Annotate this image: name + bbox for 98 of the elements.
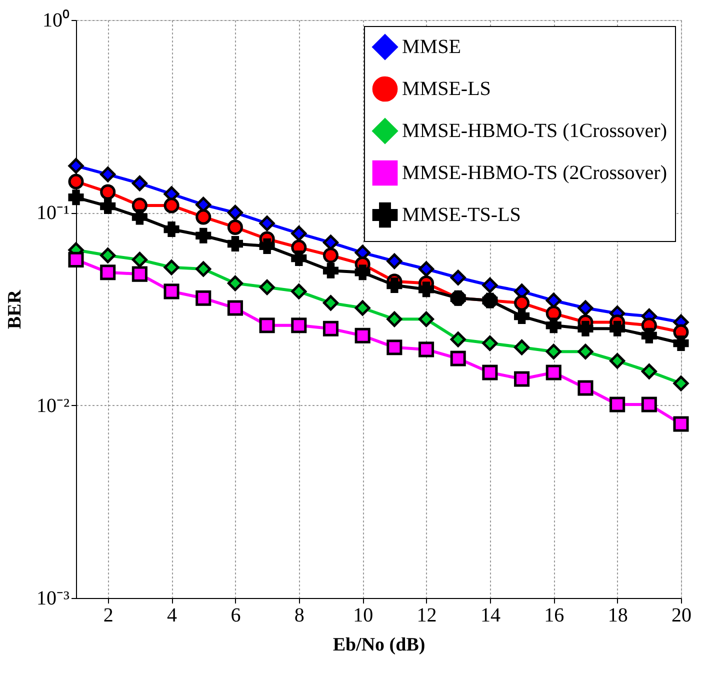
y-tick-label: 10⁻³ [36,588,70,610]
point [578,320,594,336]
legend-label: MMSE-TS-LS [402,204,521,226]
point [291,284,307,300]
point [322,248,339,264]
point [673,376,689,392]
point [68,190,84,206]
point [100,166,116,182]
point [322,234,339,250]
point [610,320,626,336]
point [578,300,594,316]
point [546,344,562,360]
x-tick-label: 2 [103,604,114,626]
point [418,342,434,358]
y-tick-label: 10⁻¹ [36,202,70,224]
point [386,253,402,269]
point [164,260,180,276]
x-tick-label: 6 [230,604,241,626]
point [641,364,657,380]
point [546,292,562,308]
point [546,318,562,334]
y-tick-label: 10⁻² [36,394,70,417]
legend-label: MMSE-LS [402,78,491,100]
point [322,320,339,336]
x-tick-label: 8 [294,604,304,626]
point [259,280,275,296]
point [227,236,243,252]
point [291,250,307,266]
x-tick-label: 10 [353,604,374,626]
point [100,184,116,200]
point [132,209,148,225]
point [291,318,307,334]
x-tick-label: 20 [672,604,692,626]
point [132,176,148,192]
point [291,226,307,242]
point [354,264,370,280]
point [259,216,275,232]
point [196,228,212,244]
point [68,252,84,268]
point [514,308,530,324]
point [259,238,275,254]
point [514,371,530,387]
point [164,198,180,214]
point [354,300,370,316]
point [354,328,370,344]
point [259,318,275,334]
y-axis-title: BER [4,290,26,330]
point [322,262,339,278]
point [514,340,530,356]
legend-label: MMSE-HBMO-TS (2Crossover) [402,162,667,184]
point [227,276,243,292]
point [132,252,148,268]
point [227,300,243,316]
point [227,204,243,220]
x-tick-label: 12 [416,604,437,626]
legend-label: MMSE-HBMO-TS (1Crossover) [402,120,667,142]
point [386,277,402,294]
point [68,158,84,174]
legend-label: MMSE [402,36,461,58]
point [450,332,466,348]
point [100,264,116,280]
point [450,350,466,366]
y-tick-label: 10⁰ [42,8,70,32]
point [610,353,626,369]
x-tick-label: 14 [480,604,500,626]
point [546,364,562,380]
point [418,311,434,327]
point [386,340,402,356]
point [482,364,498,380]
point [196,209,212,225]
point [227,220,243,236]
point [450,270,466,286]
point [578,344,594,360]
point [482,335,498,352]
point [673,335,689,352]
x-axis-title: Eb/No (dB) [332,634,426,656]
point [100,198,116,214]
point [132,266,148,282]
point [196,261,212,277]
point [196,290,212,306]
point [610,396,626,412]
point [68,174,84,190]
point [164,222,180,238]
point [418,282,434,298]
x-tick-label: 18 [608,604,628,626]
point [641,328,657,344]
x-tick-label: 16 [544,604,564,626]
point [482,277,498,294]
point [673,416,689,432]
x-tick-label: 4 [167,604,178,626]
point [578,380,594,396]
point [322,295,339,311]
point [100,248,116,264]
point [514,295,530,311]
point [164,284,180,300]
point [386,311,402,327]
point [418,261,434,277]
point [641,396,657,412]
